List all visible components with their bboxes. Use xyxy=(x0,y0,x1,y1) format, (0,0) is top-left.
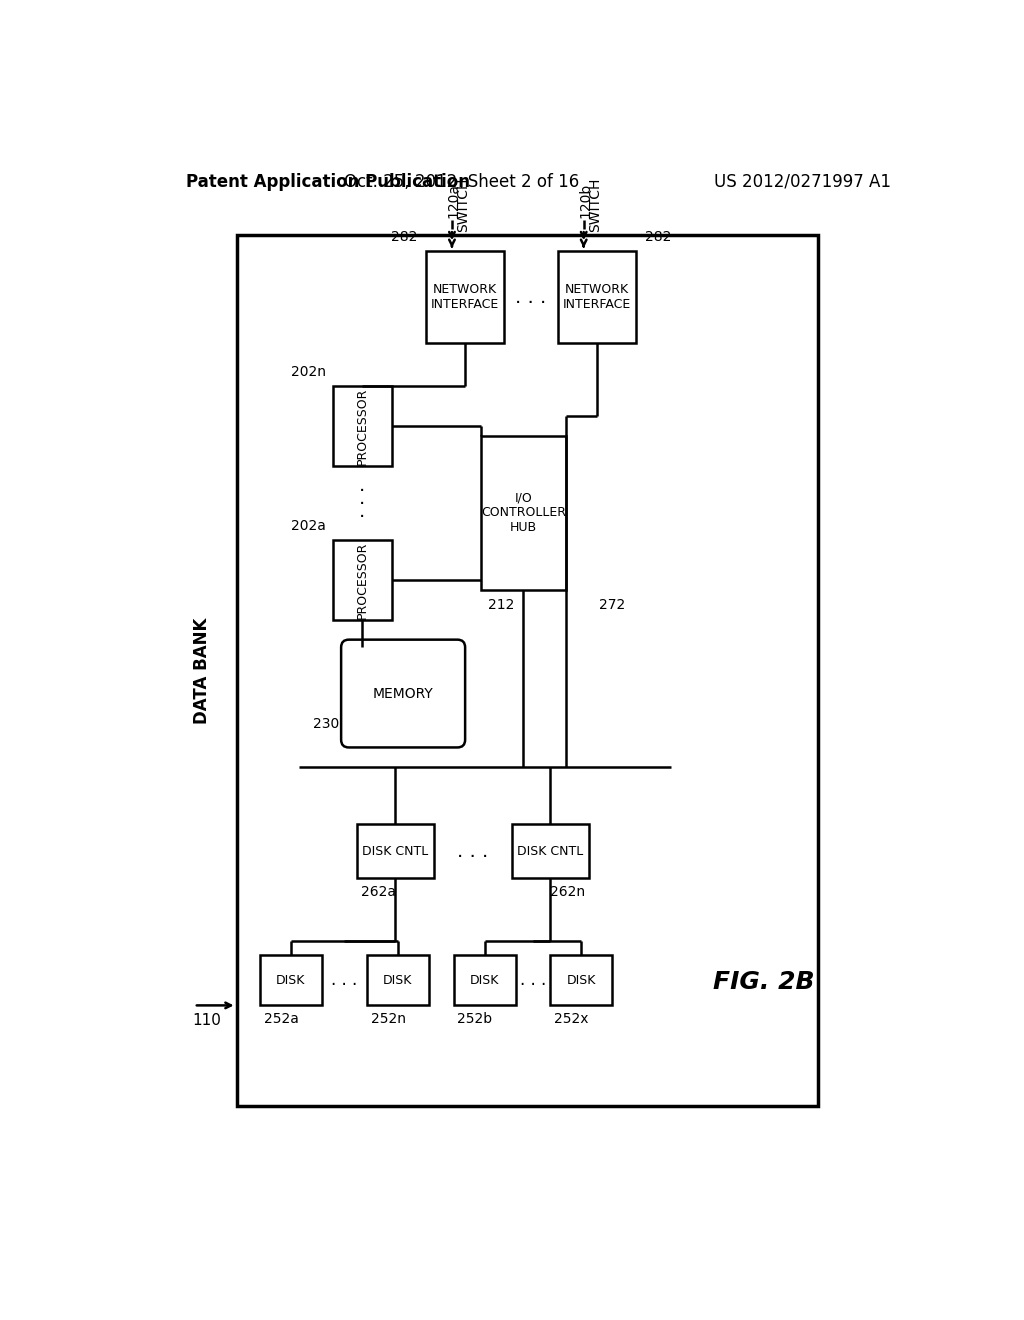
Text: NETWORK
INTERFACE: NETWORK INTERFACE xyxy=(431,282,500,312)
Text: DISK: DISK xyxy=(383,974,413,987)
FancyBboxPatch shape xyxy=(341,640,465,747)
Text: US 2012/0271997 A1: US 2012/0271997 A1 xyxy=(714,173,891,190)
Bar xyxy=(454,956,515,1006)
Text: PROCESSOR: PROCESSOR xyxy=(356,541,369,619)
Text: DISK CNTL: DISK CNTL xyxy=(362,845,428,858)
Text: 262a: 262a xyxy=(360,886,395,899)
Text: 202n: 202n xyxy=(291,364,326,379)
Text: .: . xyxy=(359,503,366,521)
Bar xyxy=(426,251,504,343)
Text: DISK: DISK xyxy=(566,974,596,987)
Text: 120a: 120a xyxy=(446,183,461,218)
Bar xyxy=(480,436,566,590)
Bar xyxy=(512,825,589,878)
Text: Patent Application Publication: Patent Application Publication xyxy=(186,173,470,190)
Bar xyxy=(237,235,818,1106)
Text: Oct. 25, 2012  Sheet 2 of 16: Oct. 25, 2012 Sheet 2 of 16 xyxy=(344,173,579,190)
Text: SWITCH: SWITCH xyxy=(589,177,602,232)
Text: 120b: 120b xyxy=(579,183,592,218)
Text: DISK: DISK xyxy=(276,974,305,987)
Text: 212: 212 xyxy=(488,598,515,612)
Text: .: . xyxy=(359,490,366,508)
Text: . . .: . . . xyxy=(515,288,547,306)
Text: 202a: 202a xyxy=(291,519,326,533)
Text: 252a: 252a xyxy=(263,1012,299,1026)
Bar xyxy=(550,956,612,1006)
Text: 272: 272 xyxy=(599,598,626,612)
Text: I/O
CONTROLLER
HUB: I/O CONTROLLER HUB xyxy=(480,491,565,535)
Bar xyxy=(334,385,391,466)
Text: DISK: DISK xyxy=(470,974,499,987)
Text: 262n: 262n xyxy=(550,886,586,899)
Bar xyxy=(260,956,322,1006)
Text: 282: 282 xyxy=(391,230,417,244)
Text: .: . xyxy=(359,477,366,495)
Text: FIG. 2B: FIG. 2B xyxy=(713,970,814,994)
Text: DISK CNTL: DISK CNTL xyxy=(517,845,584,858)
Text: DATA BANK: DATA BANK xyxy=(193,618,211,723)
Text: . . .: . . . xyxy=(458,842,488,861)
Text: 230: 230 xyxy=(313,717,340,731)
Text: . . .: . . . xyxy=(520,972,546,990)
Text: NETWORK
INTERFACE: NETWORK INTERFACE xyxy=(563,282,631,312)
Text: 282: 282 xyxy=(645,230,672,244)
Text: 252n: 252n xyxy=(371,1012,406,1026)
Text: SWITCH: SWITCH xyxy=(457,177,471,232)
Bar xyxy=(334,540,391,620)
Text: 110: 110 xyxy=(193,1014,221,1028)
Text: MEMORY: MEMORY xyxy=(373,686,433,701)
Bar xyxy=(367,956,429,1006)
Text: PROCESSOR: PROCESSOR xyxy=(356,387,369,465)
Text: . . .: . . . xyxy=(331,972,357,990)
Bar xyxy=(558,251,636,343)
Bar xyxy=(356,825,434,878)
Text: 252x: 252x xyxy=(554,1012,589,1026)
Text: 252b: 252b xyxy=(458,1012,493,1026)
